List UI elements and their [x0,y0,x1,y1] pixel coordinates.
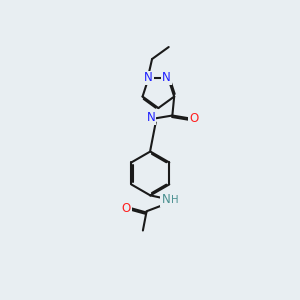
Text: N: N [146,111,155,124]
Text: O: O [122,202,131,215]
Text: O: O [189,112,199,125]
Text: N: N [162,71,171,85]
Text: H: H [171,195,179,205]
Text: N: N [144,71,153,85]
Text: H: H [148,112,155,122]
Text: N: N [161,193,170,206]
